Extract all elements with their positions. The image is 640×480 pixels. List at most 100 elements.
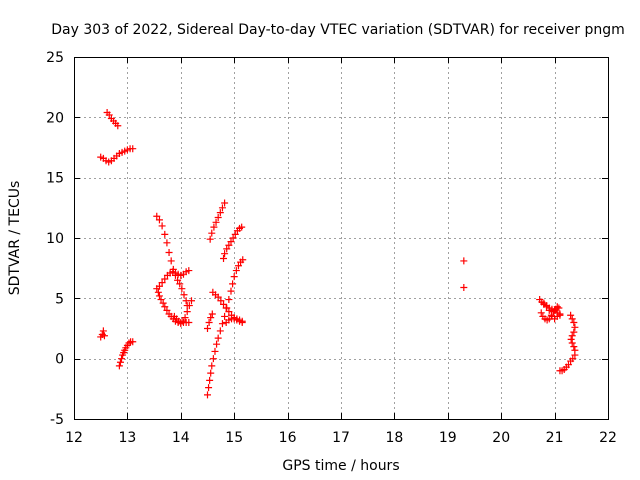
data-point [167,257,175,265]
data-point [129,338,137,346]
data-point [165,248,173,256]
data-point [217,297,225,305]
data-point [227,238,235,246]
data-point [220,300,228,308]
series-arc-13 [222,314,246,326]
data-point [176,280,184,288]
x-axis-label: GPS time / hours [282,458,399,474]
x-tick-label: 22 [599,430,617,446]
data-point [238,223,246,231]
data-point [163,306,171,314]
y-tick-label: 25 [46,50,64,66]
data-point [129,145,137,153]
data-point [185,318,193,326]
series-arc-14 [204,310,216,332]
data-point [185,267,193,275]
tick-label-layer: 12 13 14 15 16 17 18 19 20 21 22 -5 0 5 10 15 20 25 [46,50,617,446]
data-point [568,339,576,347]
data-point [183,308,191,316]
series-arc-4 [115,338,137,370]
data-point [221,250,229,258]
data-point [208,310,216,318]
data-point [208,229,216,237]
data-point [231,230,239,238]
series-arc-10 [220,223,246,263]
data-point [205,384,213,392]
data-point [225,241,233,249]
data-point [161,230,169,238]
data-point [206,235,214,243]
data-point [571,323,579,331]
x-tick-label: 21 [546,430,564,446]
series-arc-15 [460,257,468,291]
x-tick-label: 13 [118,430,136,446]
data-point [206,376,214,384]
data-point [234,262,242,270]
data-point [181,314,189,322]
data-point [214,293,222,301]
y-tick-label: 5 [55,291,64,307]
data-point [211,347,219,355]
data-point [157,296,165,304]
data-point [207,369,215,377]
data-point [105,111,113,119]
y-tick-label: -5 [50,412,64,428]
y-tick-label: 20 [46,110,64,126]
series-arc-11 [204,256,247,399]
data-point [118,355,126,363]
data-point [568,332,576,340]
data-point [556,310,564,318]
data-point [115,362,123,370]
series-arc-8 [170,297,195,326]
x-tick-label: 16 [279,430,297,446]
data-point [205,318,213,326]
data-point [174,276,182,284]
data-point [213,340,221,348]
data-point [210,223,218,231]
data-point [114,122,122,130]
x-tick-label: 19 [439,430,457,446]
data-point [116,358,124,366]
data-point [460,257,468,265]
data-point [220,255,228,263]
data-point [567,311,575,319]
data-point [545,306,553,314]
series-arc-1 [97,145,137,166]
data-point [225,308,233,316]
x-tick-label: 17 [332,430,350,446]
data-point [227,287,235,295]
data-point [204,391,211,399]
data-point [239,256,247,264]
data-point [569,355,577,363]
data-point [570,328,578,336]
data-point [161,275,169,283]
data-point [187,297,195,305]
data-point [225,296,233,304]
data-point [232,267,240,275]
data-point [218,320,226,328]
x-tick-label: 14 [172,430,190,446]
data-point [214,334,222,342]
data-point [570,318,578,326]
data-point [218,204,226,212]
data-point [155,216,163,224]
data-point [209,355,217,363]
data-point [158,222,166,230]
x-tick-label: 12 [65,430,83,446]
data-point [159,299,167,307]
data-point [154,288,162,296]
data-point [537,309,545,317]
data-point [571,351,579,359]
x-tick-label: 20 [492,430,510,446]
data-point [179,317,187,325]
series-arc-9 [206,199,229,243]
data-point [180,291,188,299]
data-point [229,234,237,242]
data-point [221,199,229,207]
series-arc-19 [567,311,579,354]
y-tick-label: 0 [55,352,64,368]
data-point [238,317,246,325]
data-point [460,283,468,291]
data-point [553,303,561,311]
